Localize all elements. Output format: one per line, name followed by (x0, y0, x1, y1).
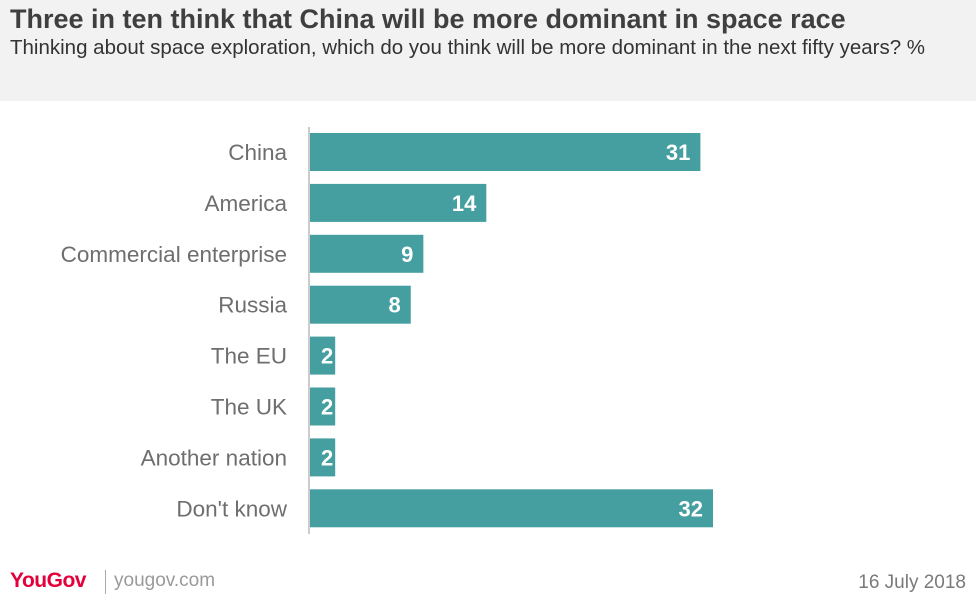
category-label-the-eu: The EU (211, 344, 287, 369)
category-label-the-uk: The UK (211, 395, 287, 420)
value-label-the-uk: 2 (321, 395, 333, 420)
value-label-the-eu: 2 (321, 344, 333, 369)
category-label-america: America (204, 191, 287, 216)
value-label-china: 31 (666, 140, 690, 165)
category-label-another-nation: Another nation (141, 445, 287, 470)
chart-header: Three in ten think that China will be mo… (0, 0, 976, 101)
bars-group: China 31 America 14 Commercial enterprise 9 Ru… (61, 133, 713, 528)
bar-america (310, 183, 487, 222)
footer-website: yougov.com (114, 570, 216, 591)
value-label-russia: 8 (389, 293, 401, 318)
chart-subtitle: Thinking about space exploration, which … (10, 36, 926, 59)
value-label-don-t-know: 32 (679, 496, 703, 521)
value-label-commercial-enterprise: 9 (401, 242, 413, 267)
category-label-russia: Russia (218, 293, 287, 318)
bar-don-t-know (310, 489, 713, 528)
yougov-logo: YouGov (10, 569, 86, 592)
chart-title: Three in ten think that China will be mo… (10, 4, 846, 34)
bar-another-nation (310, 438, 336, 477)
value-label-america: 14 (452, 191, 477, 216)
bar-russia (310, 285, 411, 324)
bar-the-eu (310, 336, 336, 375)
footer-separator (105, 570, 106, 594)
bar-commercial-enterprise (310, 234, 424, 273)
bar-the-uk (310, 387, 336, 426)
category-label-commercial-enterprise: Commercial enterprise (61, 242, 287, 267)
value-label-another-nation: 2 (321, 445, 333, 470)
footer-date: 16 July 2018 (858, 572, 966, 593)
bar-china (310, 133, 701, 171)
category-label-china: China (228, 140, 287, 165)
category-label-don-t-know: Don't know (176, 496, 287, 521)
